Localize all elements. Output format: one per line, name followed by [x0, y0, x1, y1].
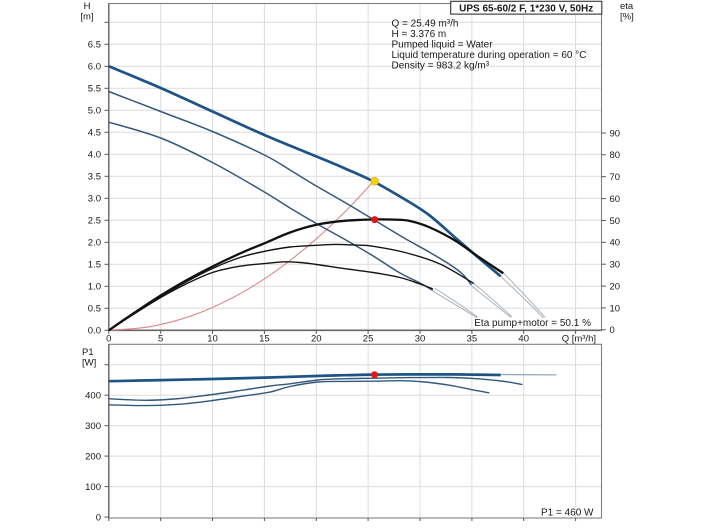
- svg-text:1.5: 1.5: [88, 260, 101, 271]
- svg-text:H: H: [84, 1, 91, 12]
- svg-text:H = 3.376 m: H = 3.376 m: [392, 29, 447, 40]
- svg-text:25: 25: [363, 334, 374, 345]
- svg-text:20: 20: [610, 282, 621, 293]
- svg-text:P1: P1: [82, 347, 94, 358]
- svg-text:6.5: 6.5: [88, 40, 101, 51]
- svg-text:5: 5: [158, 334, 163, 345]
- svg-text:90: 90: [610, 128, 621, 139]
- svg-text:P1 = 460 W: P1 = 460 W: [541, 508, 594, 519]
- svg-text:400: 400: [85, 391, 101, 402]
- svg-text:300: 300: [85, 421, 101, 432]
- svg-text:Pumped liquid = Water: Pumped liquid = Water: [392, 40, 494, 51]
- svg-text:80: 80: [610, 150, 621, 161]
- svg-text:Q [m³/h]: Q [m³/h]: [562, 334, 596, 345]
- svg-text:100: 100: [85, 482, 101, 493]
- svg-text:[W]: [W]: [82, 358, 96, 369]
- svg-text:10: 10: [207, 334, 218, 345]
- svg-text:40: 40: [610, 238, 621, 249]
- svg-text:Eta pump+motor = 50.1 %: Eta pump+motor = 50.1 %: [474, 318, 591, 329]
- svg-text:[m]: [m]: [80, 12, 93, 23]
- svg-text:Q = 25.49 m³/h: Q = 25.49 m³/h: [392, 18, 459, 29]
- svg-text:2.0: 2.0: [88, 238, 101, 249]
- svg-text:3.0: 3.0: [88, 194, 101, 205]
- svg-text:0.5: 0.5: [88, 304, 101, 315]
- svg-text:200: 200: [85, 452, 101, 463]
- svg-text:30: 30: [610, 260, 621, 271]
- svg-text:15: 15: [259, 334, 270, 345]
- svg-text:4.0: 4.0: [88, 150, 101, 161]
- svg-text:50: 50: [610, 216, 621, 227]
- svg-text:0: 0: [96, 513, 101, 524]
- svg-text:10: 10: [610, 303, 621, 314]
- svg-text:5.0: 5.0: [88, 106, 101, 117]
- svg-text:40: 40: [518, 334, 529, 345]
- svg-text:60: 60: [610, 194, 621, 205]
- svg-text:6.0: 6.0: [88, 62, 101, 73]
- svg-text:UPS 65-60/2 F, 1*230 V, 50Hz: UPS 65-60/2 F, 1*230 V, 50Hz: [459, 3, 593, 14]
- svg-text:0: 0: [610, 325, 615, 336]
- svg-text:35: 35: [467, 334, 478, 345]
- svg-text:0.0: 0.0: [88, 326, 101, 337]
- svg-text:0: 0: [106, 334, 111, 345]
- svg-text:70: 70: [610, 172, 621, 183]
- svg-text:eta: eta: [620, 1, 634, 12]
- svg-text:Density = 983.2 kg/m³: Density = 983.2 kg/m³: [392, 61, 490, 72]
- svg-text:5.5: 5.5: [88, 84, 101, 95]
- svg-text:30: 30: [415, 334, 426, 345]
- svg-text:2.5: 2.5: [88, 216, 101, 227]
- svg-text:3.5: 3.5: [88, 172, 101, 183]
- svg-text:[%]: [%]: [620, 12, 634, 23]
- svg-text:1.0: 1.0: [88, 282, 101, 293]
- svg-text:20: 20: [311, 334, 322, 345]
- svg-text:Liquid temperature during oper: Liquid temperature during operation = 60…: [392, 50, 587, 61]
- svg-text:4.5: 4.5: [88, 128, 101, 139]
